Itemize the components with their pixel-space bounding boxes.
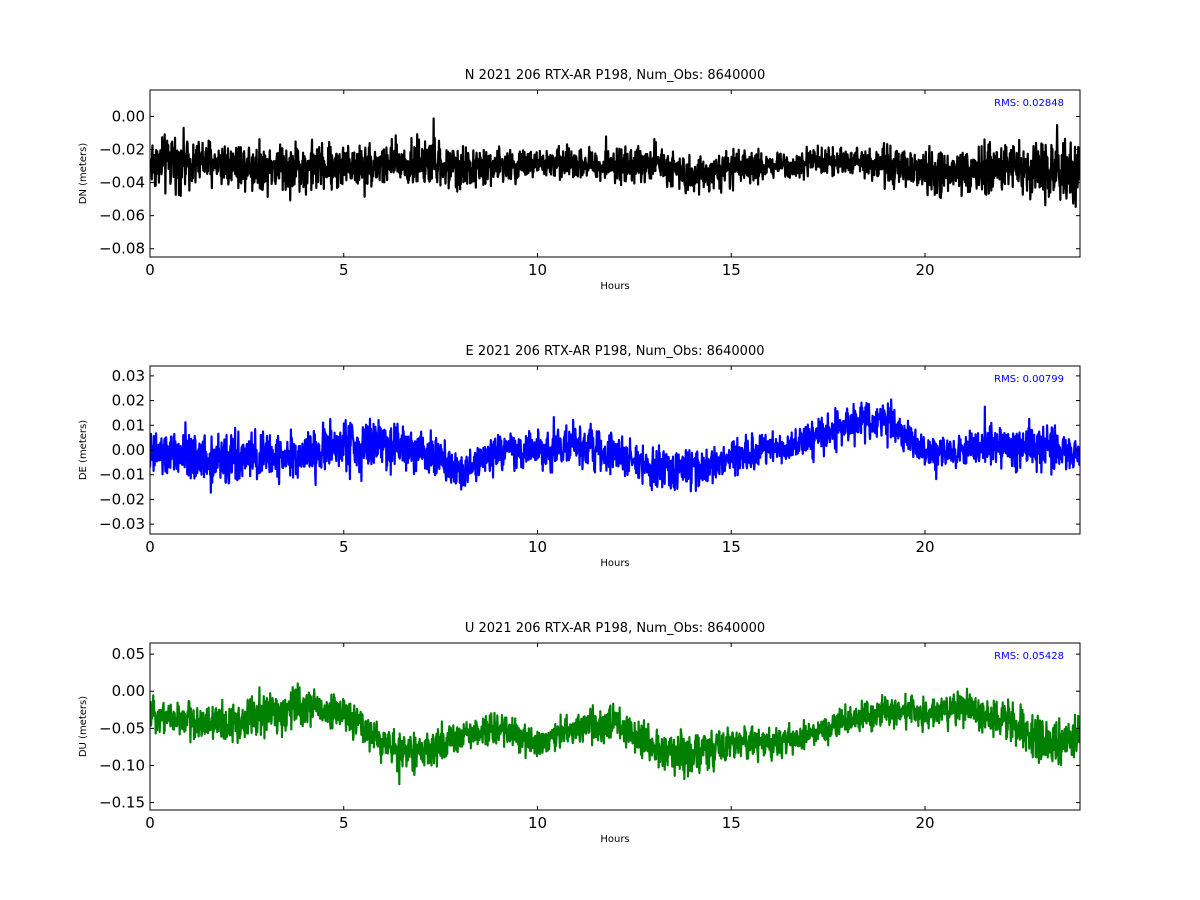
chart-e-x-axis-label: Hours	[600, 558, 629, 569]
chart-e-rms-annotation: RMS: 0.00799	[994, 374, 1064, 385]
chart-u-x-axis-label: Hours	[600, 834, 629, 845]
chart-e-title: E 2021 206 RTX-AR P198, Num_Obs: 8640000	[466, 344, 765, 359]
chart-e-y-tick-label: −0.01	[99, 466, 145, 484]
chart-u-y-axis-label: DU (meters)	[78, 696, 89, 757]
chart-n-panel: 0 5 10 15 20 0.00 −0.02 −0.04 −0.06 −0.08 N 2021 2…	[78, 68, 1081, 292]
chart-e-y-tick-label: 0.02	[112, 392, 145, 410]
chart-n-y-tick-label: −0.04	[99, 174, 145, 192]
chart-u-x-tick-label: 20	[915, 814, 934, 832]
chart-n-y-tick-label: −0.08	[99, 240, 145, 258]
chart-n-rms-annotation: RMS: 0.02848	[994, 98, 1064, 109]
chart-u-y-tick-label: −0.10	[99, 756, 145, 774]
chart-n-y-tick-label: −0.06	[99, 207, 145, 225]
chart-n-title: N 2021 206 RTX-AR P198, Num_Obs: 8640000	[465, 68, 765, 83]
chart-e-panel: 0 5 10 15 20 0.03 0.02 0.01 0.00 −0.01 −0.02 −0.03 E…	[78, 344, 1081, 569]
chart-u-title: U 2021 206 RTX-AR P198, Num_Obs: 8640000	[465, 621, 765, 636]
chart-e-x-tick-label: 0	[145, 538, 155, 556]
chart-e-y-tick-label: 0.03	[112, 367, 145, 385]
chart-n-axes-frame	[149, 89, 1081, 258]
chart-n-series-line	[150, 117, 1080, 208]
chart-e-x-tick-label: 5	[339, 538, 349, 556]
chart-n-x-tick-label: 15	[722, 261, 741, 279]
chart-u-x-tick-label: 5	[339, 814, 349, 832]
chart-e-y-tick-label: 0.01	[112, 416, 145, 434]
chart-u-x-tick-label: 10	[528, 814, 547, 832]
chart-u-y-tick-label: 0.05	[112, 645, 145, 663]
chart-u-x-tick-label: 15	[722, 814, 741, 832]
chart-u-y-tick-label: −0.05	[99, 719, 145, 737]
chart-u-y-tick-label: −0.15	[99, 794, 145, 812]
chart-e-y-axis-label: DE (meters)	[78, 420, 89, 480]
chart-n-x-tick-label: 0	[145, 261, 155, 279]
chart-n-x-tick-label: 5	[339, 261, 349, 279]
chart-e-y-tick-label: 0.00	[112, 441, 145, 459]
chart-u-series-line	[150, 682, 1080, 786]
chart-e-x-tick-label: 20	[915, 538, 934, 556]
chart-e-y-tick-label: −0.03	[99, 515, 145, 533]
chart-u-y-tick-label: 0.00	[112, 682, 145, 700]
chart-e-y-tick-label: −0.02	[99, 490, 145, 508]
chart-u-x-tick-label: 0	[145, 814, 155, 832]
chart-u-axes-frame	[149, 642, 1081, 811]
chart-e-x-tick-label: 10	[528, 538, 547, 556]
chart-n-y-axis-label: DN (meters)	[78, 143, 89, 205]
chart-u-rms-annotation: RMS: 0.05428	[994, 651, 1064, 662]
chart-u-panel: 0 5 10 15 20 0.05 0.00 −0.05 −0.10 −0.15 U 2021 20…	[78, 621, 1081, 845]
chart-n-x-tick-label: 20	[915, 261, 934, 279]
chart-n-x-axis-label: Hours	[600, 281, 629, 292]
chart-n-x-tick-label: 10	[528, 261, 547, 279]
chart-e-x-tick-label: 15	[722, 538, 741, 556]
chart-n-y-tick-label: −0.02	[99, 141, 145, 159]
chart-n-y-tick-label: 0.00	[112, 107, 145, 125]
chart-e-series-line	[150, 398, 1080, 494]
